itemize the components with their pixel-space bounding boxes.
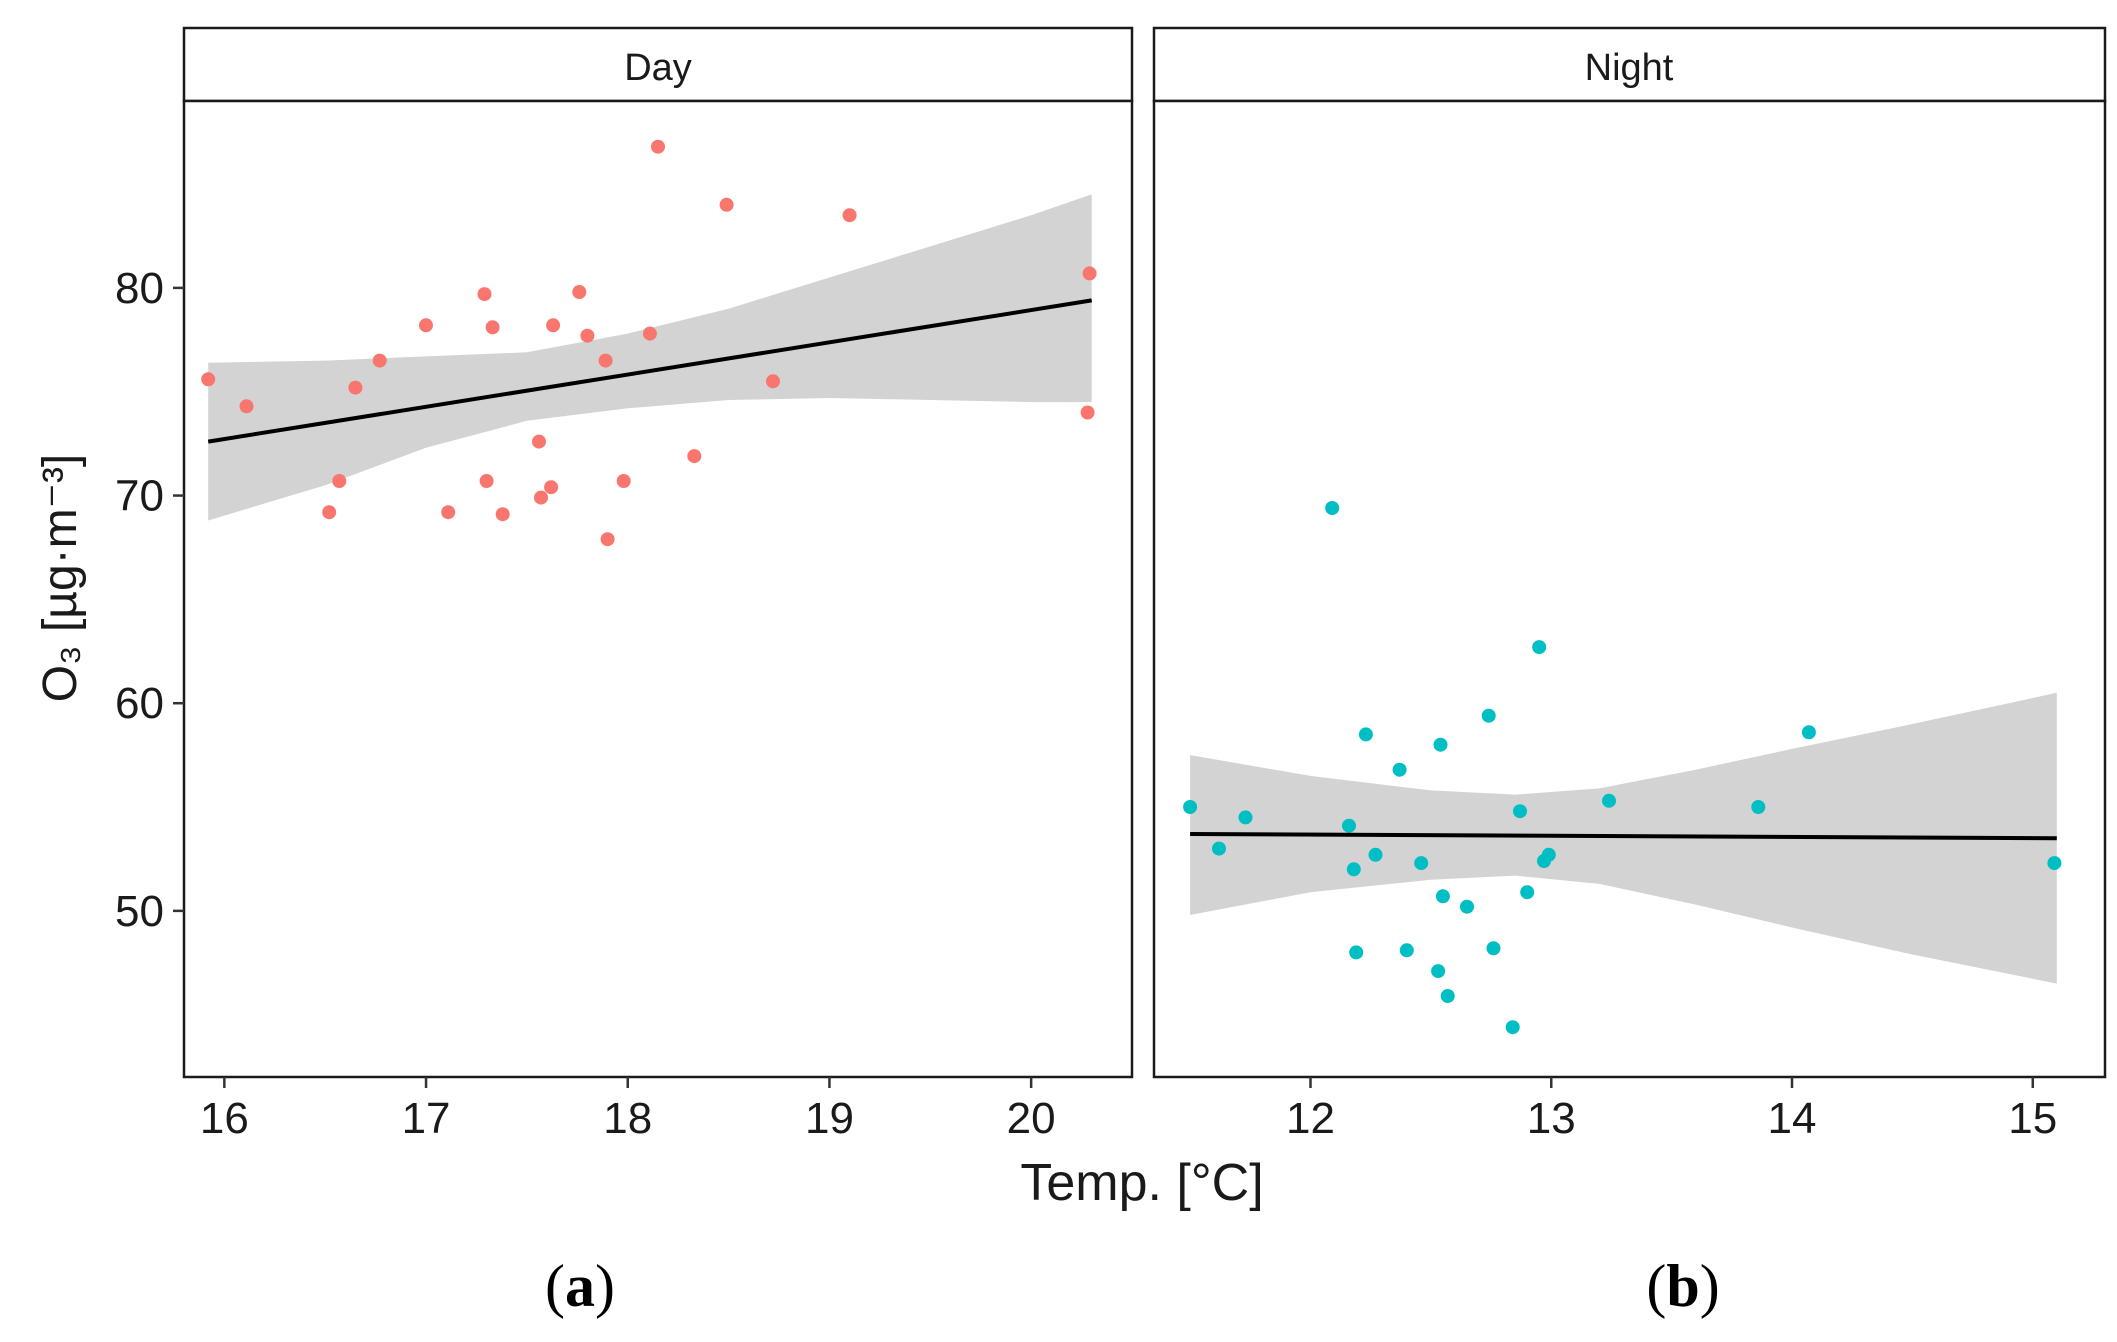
panel-day-x-tick-label-16: 16 bbox=[200, 1094, 249, 1143]
panel-day-point-7 bbox=[419, 318, 433, 333]
panel-night-point-18 bbox=[1481, 708, 1496, 723]
panel-day-x-axis: 16 17 18 19 20 bbox=[200, 1077, 1056, 1143]
panel-day-fit-line bbox=[207, 298, 1093, 444]
panel-night-point-9 bbox=[1368, 847, 1383, 862]
panel-night-point-22 bbox=[1520, 885, 1535, 900]
panel-night-point-17 bbox=[1460, 899, 1474, 914]
panel-day-point-10 bbox=[479, 474, 494, 488]
panel-day-point-3 bbox=[322, 505, 337, 520]
panel-night-point-29 bbox=[2047, 856, 2062, 871]
panel-day-point-15 bbox=[544, 480, 559, 495]
panel-day-point-17 bbox=[572, 285, 587, 299]
panel-day-confidence-band bbox=[208, 194, 1092, 521]
panel-day-y-tick-label-60: 60 bbox=[115, 679, 164, 728]
panel-day-x-tick-label-18: 18 bbox=[603, 1094, 652, 1143]
panel-day-y-tick-label-80: 80 bbox=[115, 264, 164, 313]
panel-night-point-3 bbox=[1238, 810, 1253, 825]
y-axis-title: O₃ [µg·m⁻³] bbox=[34, 454, 87, 703]
panel-night-point-10 bbox=[1392, 762, 1407, 777]
panel-day-point-6 bbox=[372, 353, 387, 368]
panel-day-x-tick-label-17: 17 bbox=[402, 1094, 451, 1143]
panel-day-point-2 bbox=[239, 399, 254, 414]
panel-day: Day 16 17 18 19 20 50 60 70 80 (a) bbox=[115, 26, 1134, 1319]
panel-night-confidence-band bbox=[1190, 692, 2057, 984]
panel-day-point-9 bbox=[477, 287, 492, 302]
panel-day-point-24 bbox=[687, 449, 702, 464]
panel-night-point-19 bbox=[1486, 941, 1501, 956]
x-axis-title: Temp. [°C] bbox=[1020, 1154, 1263, 1212]
panel-night-point-1 bbox=[1183, 800, 1198, 814]
panel-night-point-5 bbox=[1342, 818, 1356, 833]
panel-night-strip bbox=[1152, 26, 2107, 103]
panel-day-point-12 bbox=[495, 507, 510, 522]
panel-night-point-16 bbox=[1440, 989, 1455, 1003]
panel-day-point-19 bbox=[598, 353, 613, 368]
panel-day-point-14 bbox=[534, 490, 548, 505]
panel-day-point-18 bbox=[580, 328, 595, 343]
panel-day-point-28 bbox=[1080, 405, 1095, 420]
panel-night-x-axis: 12 13 14 15 bbox=[1286, 1077, 2057, 1143]
panel-night-point-25 bbox=[1541, 847, 1556, 862]
panel-day-point-21 bbox=[616, 474, 631, 488]
panel-day-strip-title: Day bbox=[624, 47, 692, 89]
panel-night-strip-title: Night bbox=[1585, 47, 1674, 89]
panel-night-point-27 bbox=[1751, 800, 1766, 814]
panel-night-point-7 bbox=[1349, 945, 1364, 960]
panel-day-y-tick-label-70: 70 bbox=[115, 472, 164, 521]
panel-day-letter-text: a bbox=[565, 1253, 595, 1319]
panel-night-point-13 bbox=[1431, 964, 1446, 979]
panel-night-point-28 bbox=[1801, 725, 1816, 740]
panel-night-fit-line bbox=[1190, 832, 2057, 841]
panel-day-strip bbox=[182, 26, 1134, 103]
panel-day-y-tick-label-50: 50 bbox=[115, 887, 164, 936]
panel-day-x-tick-label-19: 19 bbox=[805, 1094, 854, 1143]
panel-night-points bbox=[1183, 501, 2062, 1035]
panel-night-x-tick-label-12: 12 bbox=[1286, 1094, 1335, 1143]
panel-night-point-20 bbox=[1505, 1020, 1520, 1035]
panel-night-point-23 bbox=[1532, 640, 1547, 655]
panel-night-point-21 bbox=[1513, 804, 1527, 819]
panel-day-point-25 bbox=[719, 197, 734, 212]
panel-day-letter: (a) bbox=[545, 1253, 615, 1319]
panel-day-point-26 bbox=[766, 374, 780, 389]
panel-night-point-6 bbox=[1346, 862, 1361, 877]
panel-day-point-5 bbox=[348, 380, 363, 395]
panel-night-letter-text: b bbox=[1666, 1253, 1699, 1319]
panel-night: Night 12 13 14 15 (b) bbox=[1152, 26, 2107, 1319]
panel-night-point-26 bbox=[1602, 793, 1616, 808]
panel-night-point-4 bbox=[1325, 501, 1340, 515]
panel-night-point-8 bbox=[1358, 727, 1373, 742]
panel-night-letter: (b) bbox=[1646, 1253, 1719, 1319]
panel-day-point-8 bbox=[441, 505, 456, 520]
panel-day-y-axis: 50 60 70 80 bbox=[115, 264, 184, 936]
panel-day-point-13 bbox=[532, 434, 546, 449]
panel-night-point-15 bbox=[1435, 889, 1450, 904]
panel-day-point-16 bbox=[546, 318, 561, 333]
panel-day-point-4 bbox=[332, 474, 347, 488]
panel-night-point-11 bbox=[1399, 943, 1414, 958]
panel-day-point-23 bbox=[651, 139, 665, 154]
panel-day-point-22 bbox=[642, 326, 657, 341]
panel-night-point-12 bbox=[1414, 856, 1429, 871]
panel-day-points bbox=[201, 139, 1097, 547]
panel-day-point-29 bbox=[1082, 266, 1097, 281]
panel-day-point-1 bbox=[201, 372, 216, 387]
panel-day-point-27 bbox=[842, 208, 857, 223]
panel-night-x-tick-label-14: 14 bbox=[1768, 1094, 1817, 1143]
panel-night-x-tick-label-13: 13 bbox=[1527, 1094, 1576, 1143]
panel-day-point-20 bbox=[600, 532, 615, 547]
panel-night-point-14 bbox=[1433, 737, 1448, 752]
panel-day-x-tick-label-20: 20 bbox=[1007, 1094, 1056, 1143]
panel-night-x-tick-label-15: 15 bbox=[2008, 1094, 2057, 1143]
panel-night-point-2 bbox=[1212, 841, 1226, 856]
panel-day-point-11 bbox=[485, 320, 500, 335]
